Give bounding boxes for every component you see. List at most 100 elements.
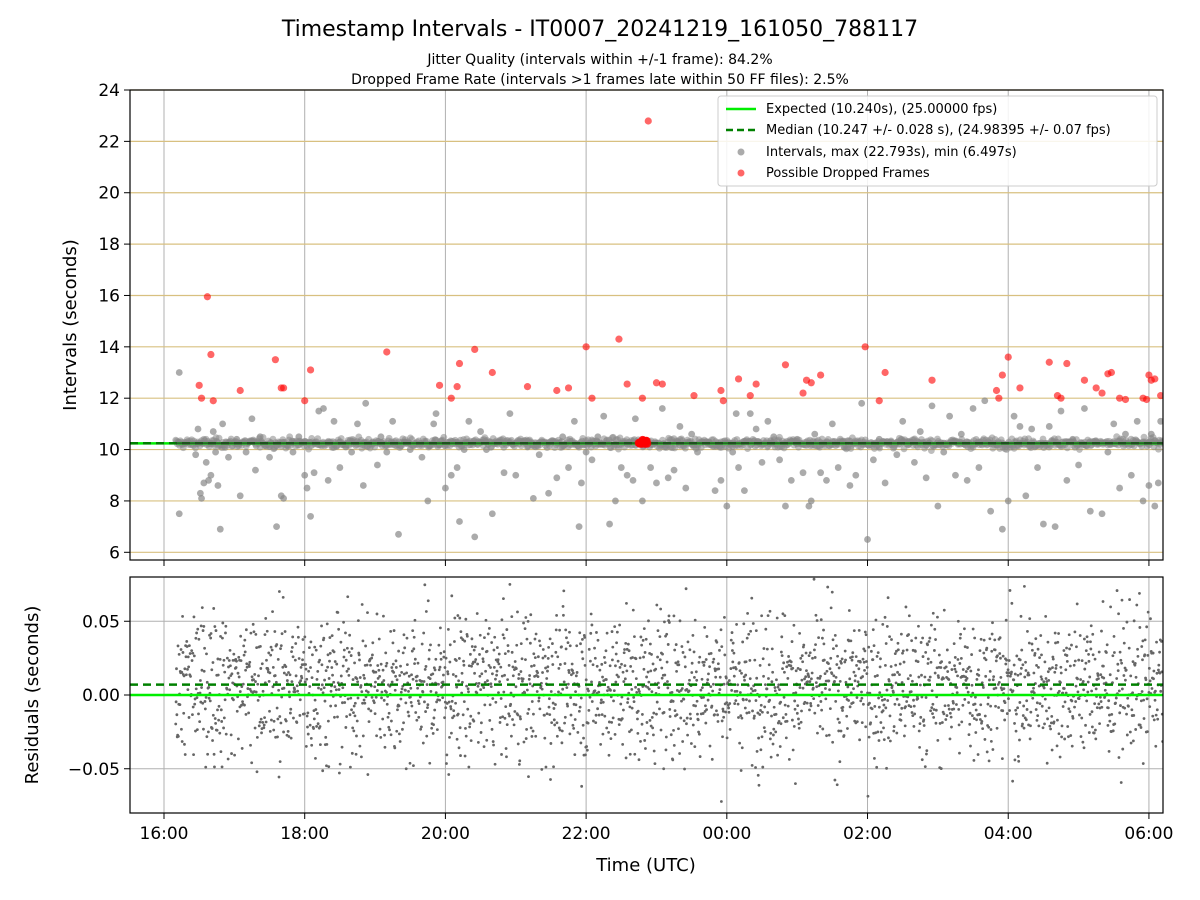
residual-point <box>497 691 500 695</box>
interval-outlier-point <box>432 410 440 418</box>
residual-point <box>664 735 668 739</box>
residual-point <box>290 645 294 649</box>
residual-point <box>887 736 890 740</box>
residual-point <box>191 651 195 655</box>
interval-outlier-point <box>1016 423 1024 430</box>
interval-outlier-point <box>424 497 432 505</box>
residual-point <box>779 700 783 704</box>
residual-point <box>944 718 948 721</box>
residual-point <box>180 670 184 674</box>
interval-point <box>1076 446 1083 453</box>
residual-point <box>499 665 503 669</box>
residual-point <box>535 690 539 693</box>
residual-point <box>1084 649 1088 653</box>
residual-point <box>571 723 575 727</box>
residual-point <box>393 688 397 692</box>
residual-point <box>450 594 454 598</box>
residual-point <box>209 636 213 640</box>
residual-point <box>1040 653 1043 657</box>
dropped-frame-point <box>734 375 743 383</box>
interval-outlier-point <box>362 399 370 407</box>
residual-point <box>285 679 289 682</box>
residual-point <box>481 657 485 661</box>
residual-point <box>831 740 835 744</box>
residual-point <box>239 659 243 663</box>
interval-outlier-point <box>852 471 860 479</box>
residual-point <box>1122 674 1126 677</box>
intervals-y-tick-label: 14 <box>98 338 120 358</box>
residual-point <box>234 666 238 669</box>
residual-point <box>273 630 277 633</box>
residual-point <box>1098 695 1102 699</box>
residual-point <box>940 660 944 664</box>
residual-point <box>557 690 560 694</box>
residual-point <box>675 669 678 673</box>
residual-point <box>1089 647 1093 651</box>
residual-point <box>960 720 964 724</box>
residual-point <box>481 660 485 663</box>
residual-point <box>799 720 803 724</box>
interval-outlier-point <box>629 476 637 484</box>
residual-point <box>851 651 855 655</box>
residual-point <box>407 690 410 693</box>
residual-point <box>833 679 836 683</box>
residual-point <box>776 685 780 689</box>
interval-outlier-point <box>594 433 602 441</box>
dropped-frame-point <box>553 386 561 395</box>
residual-point <box>580 784 584 788</box>
interval-outlier-point <box>834 464 842 471</box>
residual-point <box>254 632 258 636</box>
residual-point <box>1036 714 1040 718</box>
residual-point <box>863 630 867 634</box>
residual-point <box>346 697 350 701</box>
residual-point <box>632 700 636 704</box>
residual-point <box>380 681 384 684</box>
residual-point <box>578 631 582 635</box>
residual-point <box>1114 701 1117 705</box>
residual-point <box>912 704 916 708</box>
residual-point <box>633 752 637 756</box>
residual-point <box>709 685 713 689</box>
residual-point <box>819 700 823 703</box>
residual-point <box>315 677 319 681</box>
residual-point <box>351 726 355 730</box>
residual-point <box>982 651 986 655</box>
residual-point <box>985 646 989 650</box>
interval-outlier-point <box>395 530 402 538</box>
interval-outlier-point <box>175 369 183 376</box>
residual-point <box>250 761 254 765</box>
intervals-y-tick-label: 8 <box>109 492 120 512</box>
residual-point <box>605 631 609 635</box>
residual-point <box>798 686 802 689</box>
residual-point <box>659 728 663 732</box>
residual-point <box>451 673 455 676</box>
residual-point <box>682 697 686 701</box>
residual-point <box>1007 697 1010 701</box>
residual-point <box>193 702 197 706</box>
residual-point <box>384 664 388 668</box>
interval-outlier-point <box>310 469 318 477</box>
residual-point <box>700 686 704 690</box>
interval-outlier-point <box>307 512 314 520</box>
residual-point <box>543 736 547 740</box>
residual-point <box>606 689 609 693</box>
residual-point <box>277 688 281 692</box>
residual-point <box>893 652 897 656</box>
residual-point <box>1014 729 1018 733</box>
residual-point <box>390 680 394 684</box>
residual-point <box>1010 601 1014 605</box>
interval-outlier-point <box>248 415 256 423</box>
residual-point <box>622 708 625 712</box>
residual-point <box>927 640 931 643</box>
residual-point <box>693 675 696 679</box>
residual-point <box>679 716 683 720</box>
residual-point <box>271 610 274 614</box>
residual-point <box>673 648 677 652</box>
residual-point <box>1095 706 1099 710</box>
interval-outlier-point <box>858 399 866 407</box>
residual-point <box>519 642 523 646</box>
residual-point <box>745 698 748 702</box>
residual-point <box>342 620 345 624</box>
residual-point <box>989 740 993 743</box>
residual-point <box>640 722 644 726</box>
